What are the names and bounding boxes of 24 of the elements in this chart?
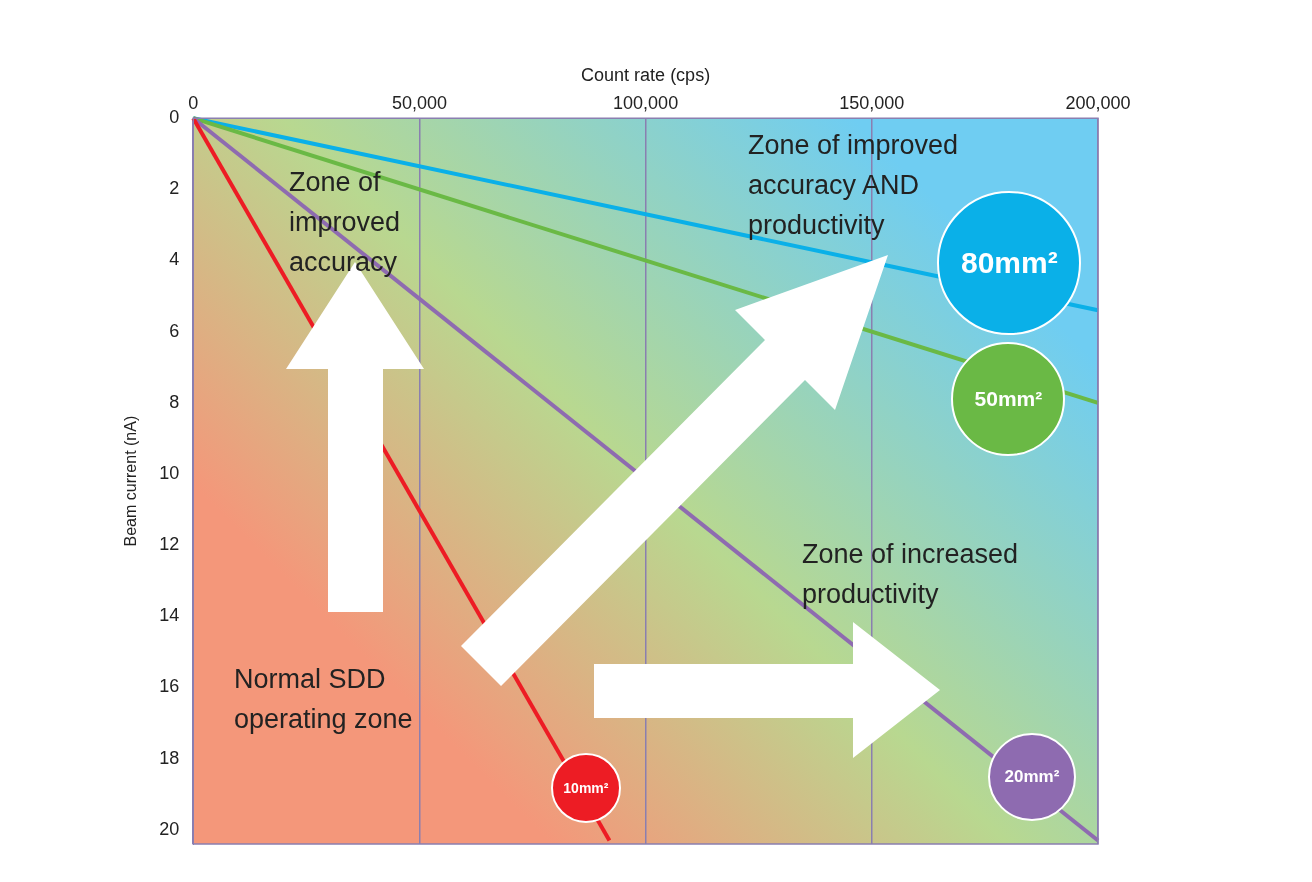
y-tick-label: 10 [159,462,180,483]
y-tick-label: 2 [169,178,180,199]
series-label: 80mm² [960,245,1058,280]
x-tick-label: 150,000 [839,93,905,114]
annotation: Zone of increased productivity [802,538,1020,611]
series-label: 10mm² [563,780,609,797]
y-tick-label: 16 [159,676,180,697]
y-tick-label: 14 [159,605,180,626]
series-label: 20mm² [1004,767,1060,788]
y-tick-label: 8 [169,391,180,412]
x-axis-title: Count rate (cps) [581,64,711,85]
y-tick-label: 20 [159,818,180,839]
y-axis-title: Beam current (nA) [122,415,140,547]
y-tick-label: 0 [169,107,180,128]
annotation: Normal SDD operating zone [234,663,414,736]
x-tick-label: 50,000 [391,93,447,114]
x-tick-label: 0 [188,93,199,114]
x-tick-label: 200,000 [1065,93,1131,114]
y-tick-label: 4 [169,249,180,270]
y-tick-label: 6 [169,320,180,341]
y-tick-label: 12 [159,534,180,555]
series-label: 50mm² [974,387,1043,412]
y-tick-label: 18 [159,747,180,768]
x-tick-label: 100,000 [613,93,679,114]
